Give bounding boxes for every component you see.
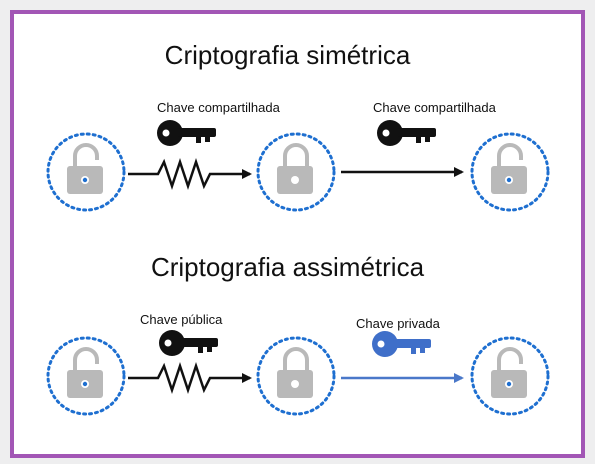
asymmetric-key-label-1: Chave pública (140, 312, 223, 327)
resistor-arrow-icon (128, 158, 252, 190)
key-icon (377, 120, 436, 146)
open-lock-icon (67, 347, 103, 398)
resistor-arrow-icon (128, 362, 252, 394)
symmetric-key-label-1: Chave compartilhada (157, 100, 280, 115)
closed-lock-icon (277, 347, 313, 398)
private-key-icon (372, 331, 431, 357)
open-lock-icon (67, 143, 103, 194)
closed-lock-icon (277, 143, 313, 194)
symmetric-title: Criptografia simétrica (164, 40, 411, 70)
symmetric-key-label-2: Chave compartilhada (373, 100, 496, 115)
asymmetric-title: Criptografia assimétrica (150, 252, 425, 282)
open-lock-icon (491, 347, 527, 398)
open-lock-icon (491, 143, 527, 194)
key-icon (157, 120, 216, 146)
key-icon (159, 330, 218, 356)
asymmetric-key-label-2: Chave privada (356, 316, 440, 331)
